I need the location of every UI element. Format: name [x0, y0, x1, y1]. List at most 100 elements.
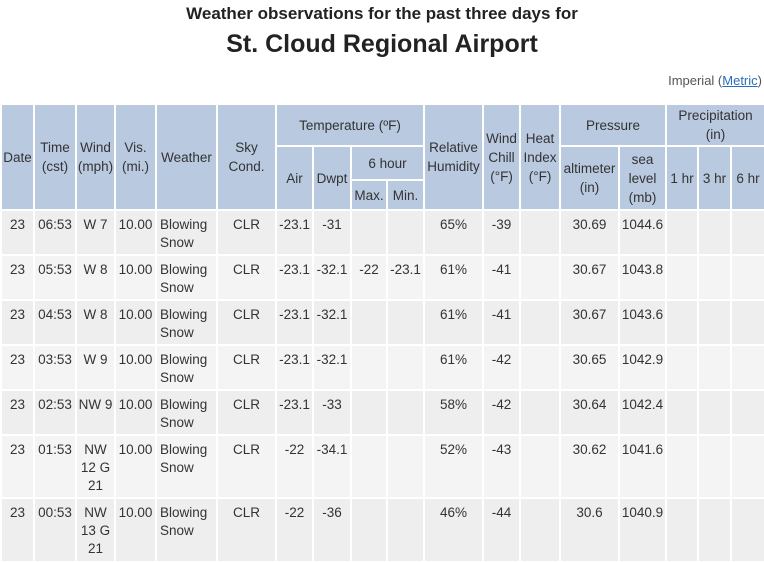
cell: [519, 389, 562, 436]
cell: -33: [312, 389, 352, 436]
cell: -22: [275, 497, 314, 562]
cell: 10.00: [114, 497, 157, 562]
cell: [697, 389, 733, 436]
cell: [385, 299, 426, 346]
cell: W 8: [75, 299, 116, 346]
group-header: Pressure: [559, 103, 668, 147]
cell: -32.1: [312, 344, 352, 391]
cell: -32.1: [312, 254, 352, 301]
cell: [385, 497, 426, 562]
cell: W 7: [75, 209, 116, 256]
cell: [519, 209, 562, 256]
cell: 61%: [423, 299, 485, 346]
cell: -22: [350, 254, 388, 301]
cell: 1042.4: [618, 389, 668, 436]
cell: [350, 209, 388, 256]
cell: [665, 434, 700, 499]
cell: NW 13 G 21: [75, 497, 116, 562]
cell: [730, 299, 764, 346]
cell: [730, 434, 764, 499]
cell: 30.65: [559, 344, 621, 391]
cell: 1043.6: [618, 299, 668, 346]
cell: [697, 344, 733, 391]
cell: -42: [482, 389, 522, 436]
cell: [665, 497, 700, 562]
cell: -23.1: [275, 344, 314, 391]
cell: 10.00: [114, 434, 157, 499]
cell: [519, 254, 562, 301]
cell: 10.00: [114, 254, 157, 301]
cell: -42: [482, 344, 522, 391]
cell: 04:53: [33, 299, 77, 346]
cell: 65%: [423, 209, 485, 256]
cell: 02:53: [33, 389, 77, 436]
col-header: sea level (mb): [618, 145, 668, 211]
observation-row: 23 02:53 NW 9 10.00 Blowing Snow CLR -23.1 -33 5…: [0, 389, 764, 436]
cell: -36: [312, 497, 352, 562]
cell: -41: [482, 299, 522, 346]
cell: 03:53: [33, 344, 77, 391]
cell: CLR: [216, 389, 277, 436]
cell: CLR: [216, 344, 277, 391]
cell: 58%: [423, 389, 485, 436]
cell: -34.1: [312, 434, 352, 499]
cell: [519, 434, 562, 499]
cell: 10.00: [114, 344, 157, 391]
cell: 30.6: [559, 497, 621, 562]
cell: -23.1: [275, 254, 314, 301]
cell: -31: [312, 209, 352, 256]
cell: 23: [0, 389, 35, 436]
group-header: Precipitation (in): [665, 103, 764, 147]
group-header: 6 hour: [349, 145, 426, 181]
cell: -23.1: [275, 299, 314, 346]
cell: [730, 254, 764, 301]
group-header: Temperature (ºF): [274, 103, 426, 147]
cell: 23: [0, 344, 35, 391]
col-header: 6 hr: [730, 145, 764, 211]
cell: [665, 344, 700, 391]
cell: [385, 389, 426, 436]
cell: 05:53: [33, 254, 77, 301]
cell: -23.1: [275, 209, 314, 256]
cell: 52%: [423, 434, 485, 499]
cell: Blowing Snow: [155, 389, 218, 436]
cell: 10.00: [114, 209, 157, 256]
cell: 30.64: [559, 389, 621, 436]
observations-table: Date Time (cst) Wind (mph) Vis. (mi.) We…: [0, 103, 764, 562]
col-header: Time (cst): [33, 103, 77, 211]
cell: [730, 497, 764, 562]
cell: 30.62: [559, 434, 621, 499]
metric-link[interactable]: Metric: [722, 73, 758, 88]
cell: [519, 299, 562, 346]
cell: [350, 389, 388, 436]
cell: [730, 389, 764, 436]
cell: 10.00: [114, 299, 157, 346]
cell: 00:53: [33, 497, 77, 562]
cell: 23: [0, 254, 35, 301]
cell: CLR: [216, 434, 277, 499]
cell: Blowing Snow: [155, 254, 218, 301]
cell: 01:53: [33, 434, 77, 499]
cell: -23.1: [275, 389, 314, 436]
cell: 06:53: [33, 209, 77, 256]
cell: -43: [482, 434, 522, 499]
unit-switch: Imperial (Metric): [668, 73, 762, 88]
cell: [665, 299, 700, 346]
cell: 23: [0, 434, 35, 499]
cell: -32.1: [312, 299, 352, 346]
col-header: Vis. (mi.): [114, 103, 157, 211]
cell: W 9: [75, 344, 116, 391]
cell: 1044.6: [618, 209, 668, 256]
cell: [385, 209, 426, 256]
col-header: Dwpt: [312, 145, 352, 211]
cell: CLR: [216, 254, 277, 301]
cell: 23: [0, 299, 35, 346]
cell: -39: [482, 209, 522, 256]
col-header: Heat Index (°F): [519, 103, 562, 211]
col-header: 1 hr: [665, 145, 700, 211]
cell: 30.67: [559, 254, 621, 301]
cell: CLR: [216, 209, 277, 256]
observation-row: 23 06:53 W 7 10.00 Blowing Snow CLR -23.1 -31 65…: [0, 209, 764, 256]
station-name: St. Cloud Regional Airport: [226, 30, 538, 58]
observation-row: 23 04:53 W 8 10.00 Blowing Snow CLR -23.1 -32.1…: [0, 299, 764, 346]
